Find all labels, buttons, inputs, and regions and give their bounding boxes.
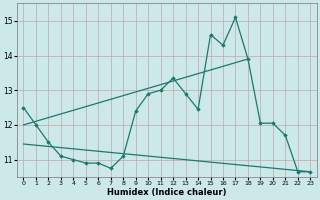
X-axis label: Humidex (Indice chaleur): Humidex (Indice chaleur): [107, 188, 227, 197]
